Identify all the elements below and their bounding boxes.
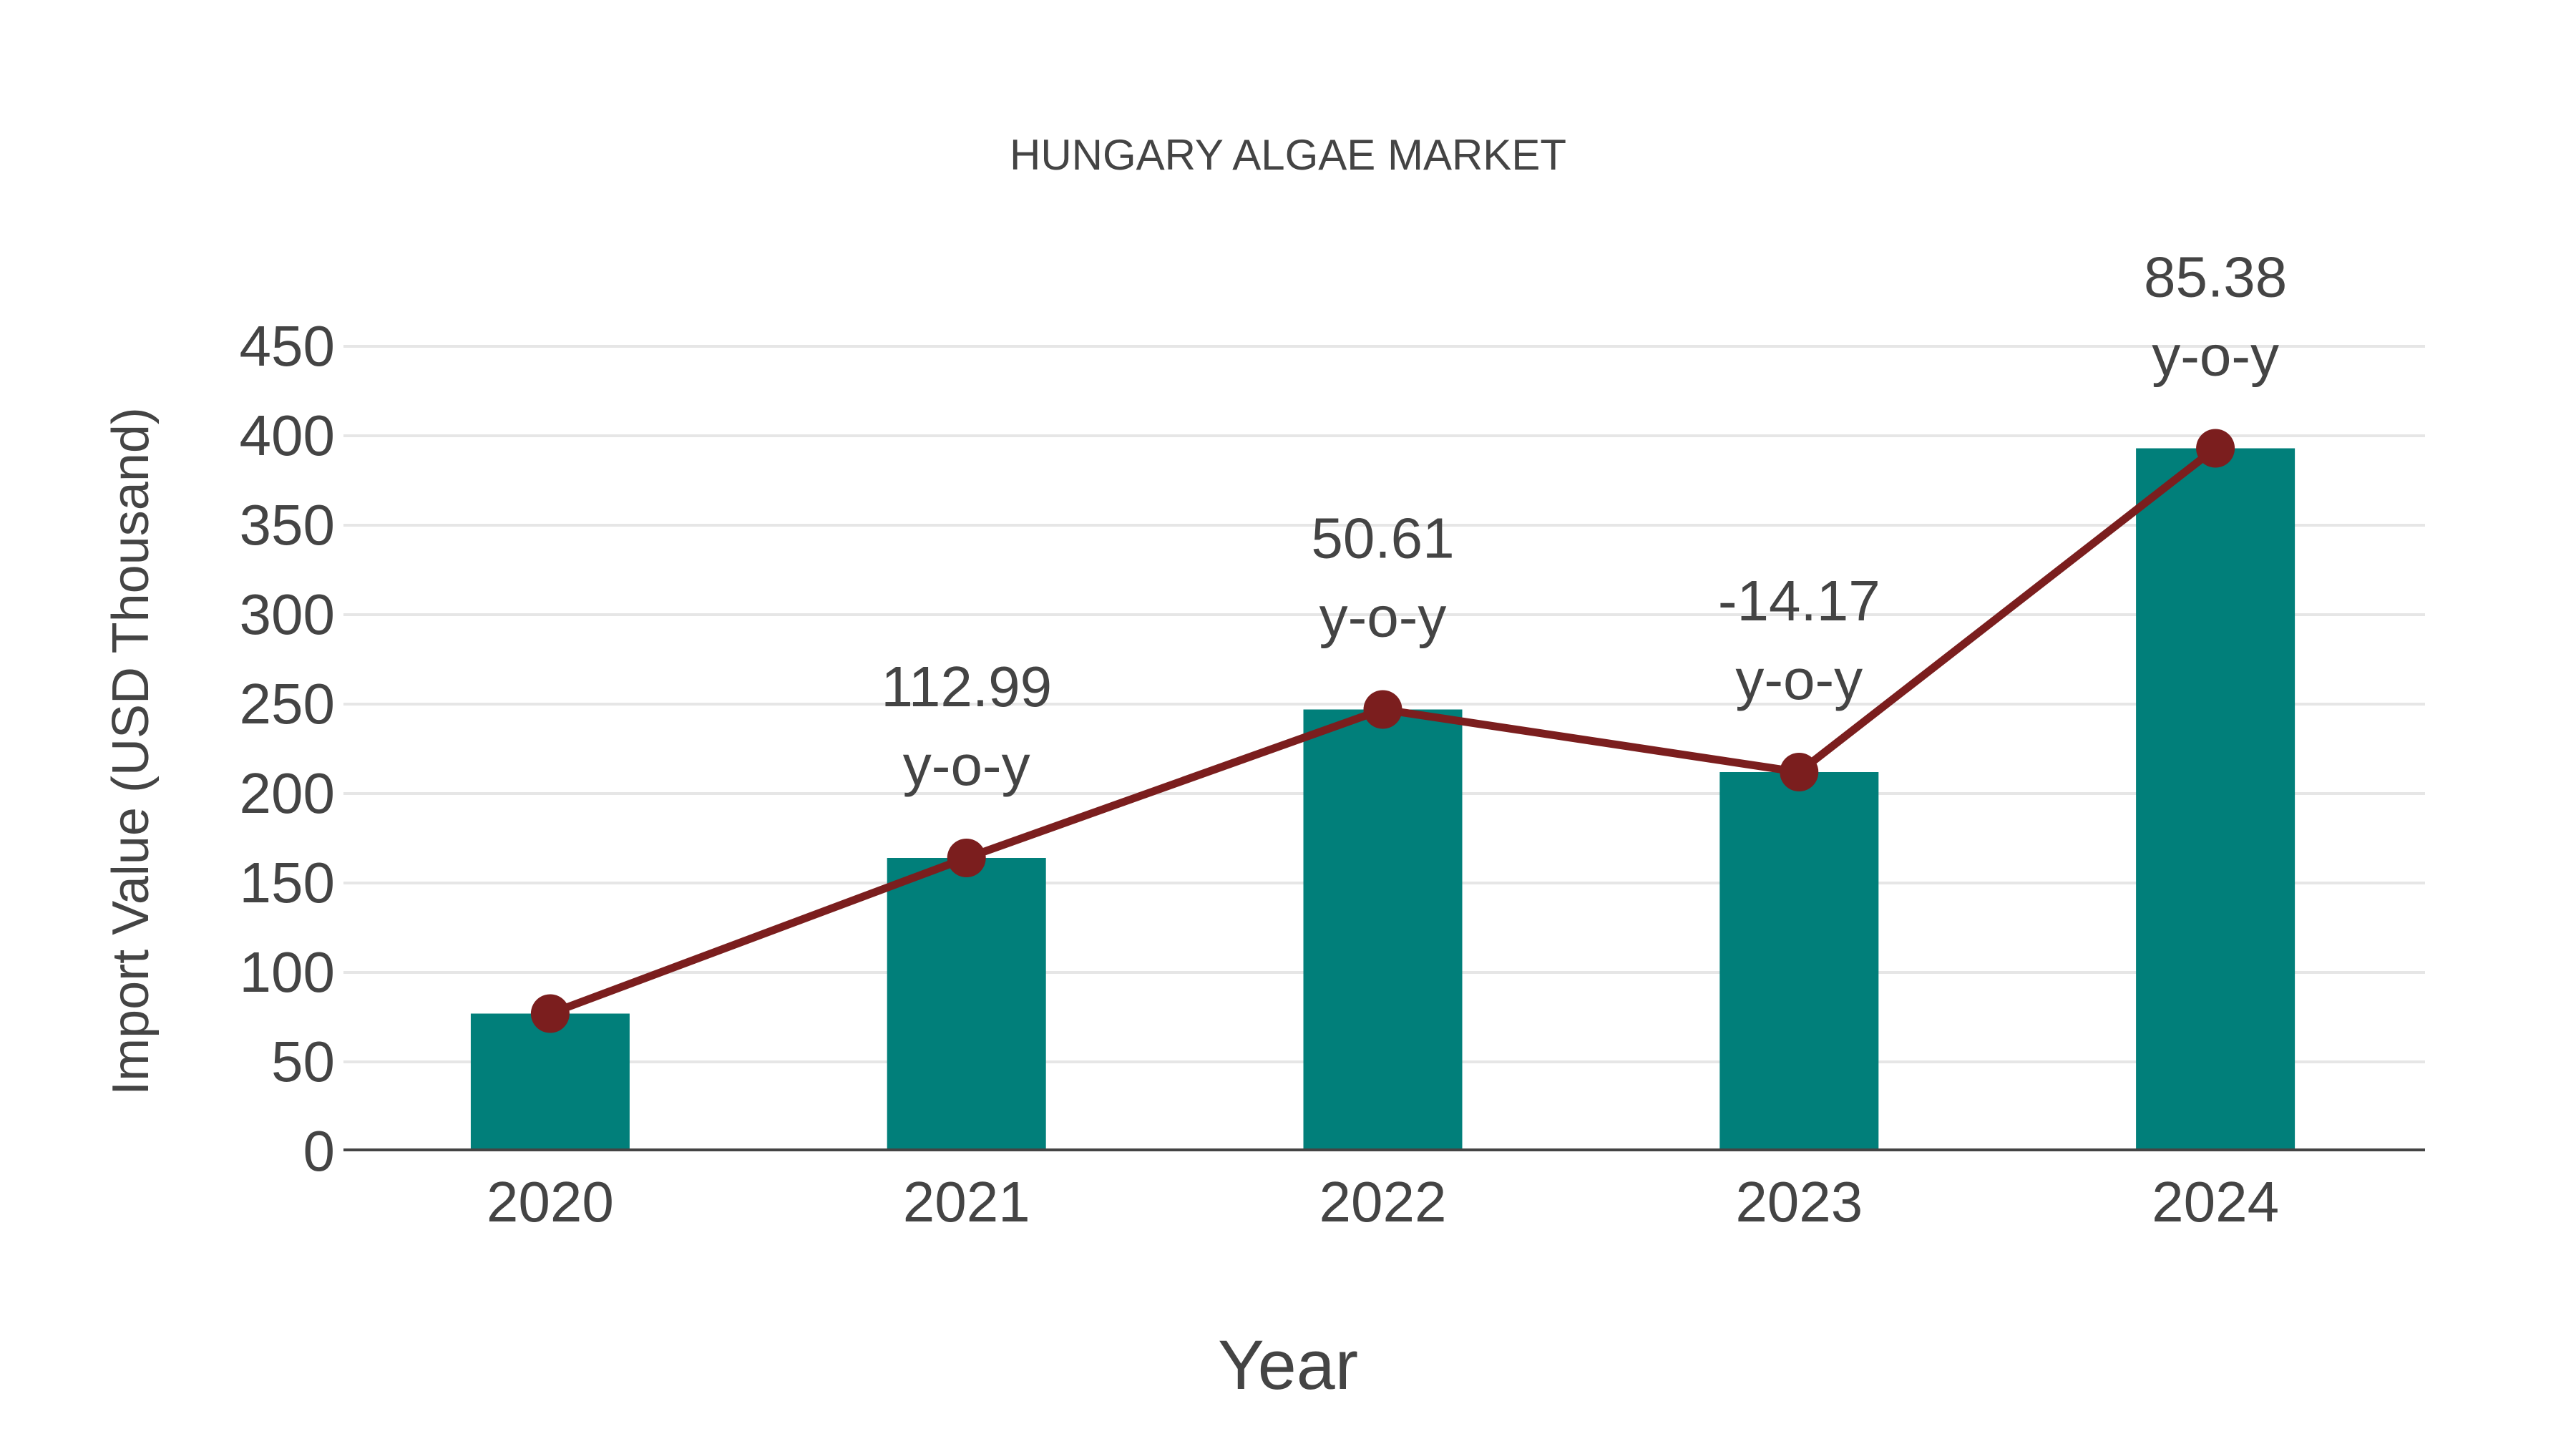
x-axis-title: Year — [1218, 1326, 1358, 1404]
x-tick-label: 2021 — [903, 1170, 1030, 1234]
yoy-label: y-o-y — [1319, 585, 1447, 649]
y-tick-label: 50 — [271, 1030, 335, 1093]
bars — [470, 448, 2296, 1151]
yoy-annotations: 112.99 y-o-y 50.61 y-o-y -14.17 y-o-y 85.38 y-o… — [881, 245, 2287, 798]
y-tick-label: 400 — [240, 404, 335, 467]
bar-2020 — [470, 1013, 630, 1151]
y-tick-label: 350 — [240, 493, 335, 557]
yoy-label: y-o-y — [2152, 324, 2279, 388]
y-tick-label: 0 — [303, 1119, 336, 1183]
marker-2022 — [1363, 690, 1402, 729]
y-tick-label: 300 — [240, 582, 335, 646]
yoy-annotation-2023: -14.17 y-o-y — [1718, 569, 1880, 711]
yoy-annotation-2022: 50.61 y-o-y — [1311, 507, 1454, 649]
yoy-label: y-o-y — [1735, 648, 1863, 711]
bar-2024 — [2136, 448, 2296, 1151]
x-tick-label: 2020 — [487, 1170, 614, 1234]
marker-2020 — [530, 994, 570, 1033]
yoy-label: y-o-y — [903, 733, 1030, 797]
trend-markers — [530, 429, 2235, 1033]
yoy-value: 112.99 — [881, 655, 1052, 718]
bar-2021 — [887, 858, 1046, 1151]
x-tick-label: 2023 — [1735, 1170, 1863, 1234]
y-tick-label: 450 — [240, 314, 335, 378]
y-tick-label: 200 — [240, 761, 335, 825]
y-tick-label: 250 — [240, 672, 335, 736]
marker-2024 — [2196, 429, 2235, 468]
x-axis-ticks: 2020 2021 2022 2023 2024 — [487, 1170, 2279, 1234]
yoy-value: 50.61 — [1311, 507, 1454, 570]
bar-2022 — [1303, 709, 1463, 1151]
y-tick-label: 100 — [240, 940, 335, 1004]
yoy-value: 85.38 — [2144, 245, 2287, 309]
marker-2023 — [1780, 753, 1819, 791]
y-axis-ticks: 0 50 100 150 200 250 300 350 400 450 — [240, 314, 335, 1183]
x-tick-label: 2024 — [2152, 1170, 2279, 1234]
x-tick-label: 2022 — [1319, 1170, 1447, 1234]
chart-title: HUNGARY ALGAE MARKET — [1009, 131, 1566, 179]
yoy-annotation-2021: 112.99 y-o-y — [881, 655, 1052, 797]
yoy-value: -14.17 — [1718, 569, 1880, 633]
yoy-annotation-2024: 85.38 y-o-y — [2144, 245, 2287, 388]
bar-2023 — [1719, 772, 1879, 1151]
y-tick-label: 150 — [240, 851, 335, 914]
marker-2021 — [947, 839, 986, 877]
